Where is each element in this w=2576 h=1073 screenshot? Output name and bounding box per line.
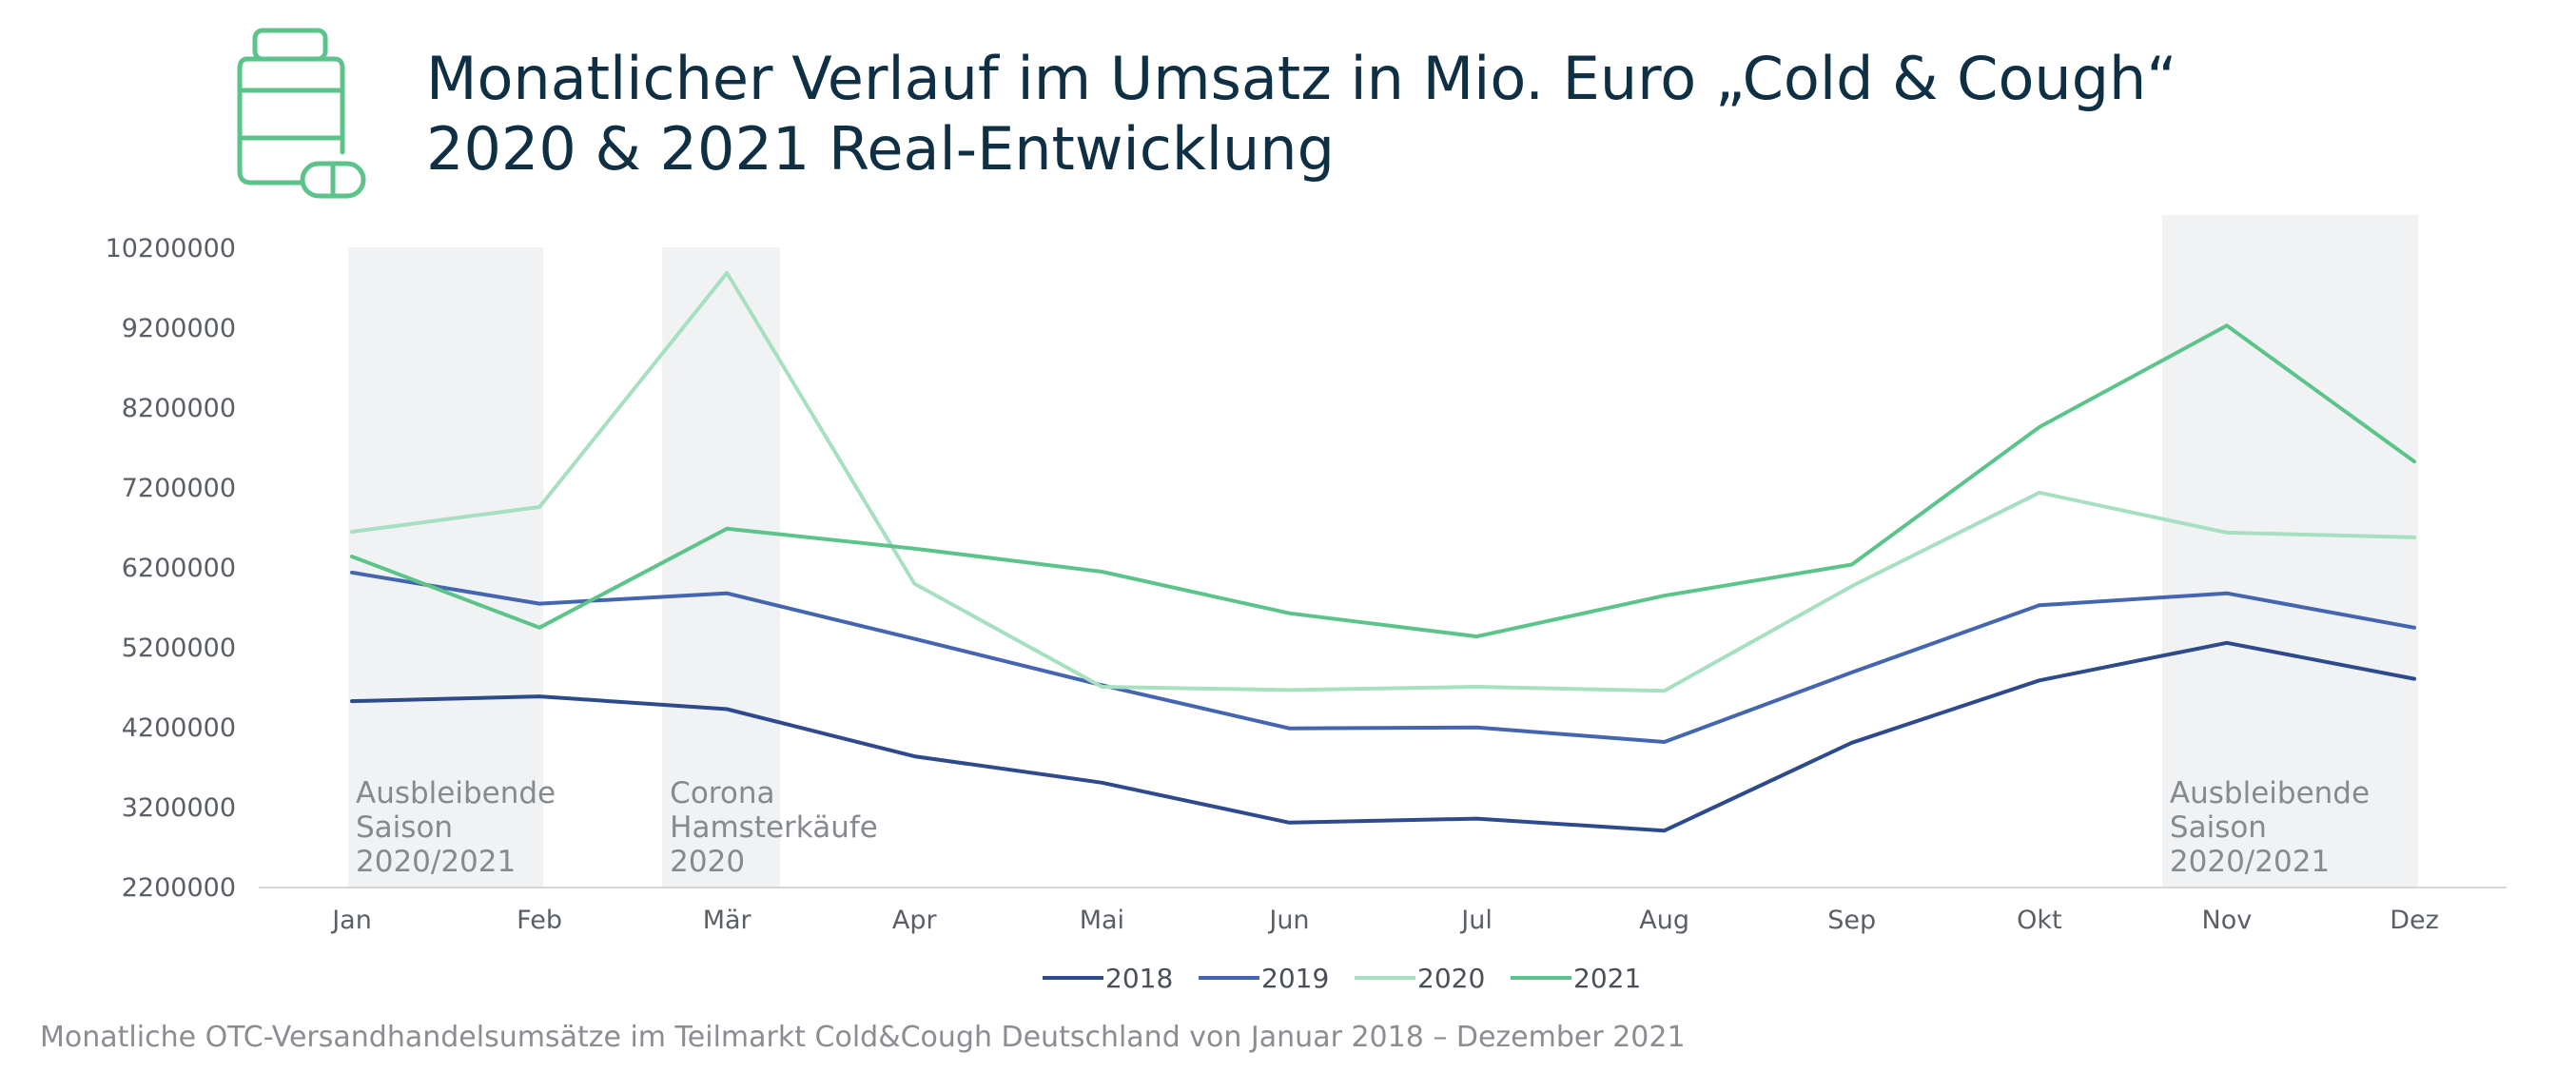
y-tick-label: 5200000 <box>122 634 236 663</box>
medicine-bottle-capsule-icon <box>237 28 366 199</box>
legend-label-2020: 2020 <box>1417 963 1485 994</box>
x-axis-ticks: Jan Feb Mär Apr Mai Jun Jul Aug Sep Okt Nov Dez <box>330 906 2439 935</box>
y-tick-label: 8200000 <box>122 394 236 423</box>
x-tick-label: Apr <box>892 906 938 935</box>
highlight-band-2 <box>662 247 781 887</box>
chart-caption: Monatliche OTC-Versandhandelsumsätze im … <box>40 1021 1686 1054</box>
y-tick-label: 4200000 <box>122 713 236 743</box>
chart-title-line-1: Monatlicher Verlauf im Umsatz in Mio. Eu… <box>426 44 2176 113</box>
y-tick-label: 10200000 <box>106 234 236 263</box>
legend: 2018 2019 2020 2021 <box>1043 963 1641 994</box>
annotation-3-line-3: 2020/2021 <box>2170 845 2330 879</box>
annotation-1-line-1: Ausbleibende <box>356 776 556 810</box>
y-tick-label: 2200000 <box>122 873 236 903</box>
annotation-2-line-3: 2020 <box>670 845 745 879</box>
series-line-2018 <box>350 640 2416 833</box>
chart-title-line-2: 2020 & 2021 Real-Entwicklung <box>426 114 1335 184</box>
x-tick-label: Dez <box>2390 906 2439 935</box>
series-line-2021 <box>350 323 2416 639</box>
annotation-3-line-2: Saison <box>2170 810 2267 845</box>
highlight-bands <box>348 215 2418 887</box>
x-tick-label: Okt <box>2017 906 2061 935</box>
highlight-band-3 <box>2161 215 2418 887</box>
annotation-2-line-1: Corona <box>670 776 774 810</box>
legend-label-2018: 2018 <box>1105 963 1173 994</box>
series-lines <box>350 270 2416 833</box>
annotation-3-line-1: Ausbleibende <box>2170 776 2370 810</box>
annotation-1-line-2: Saison <box>356 810 453 845</box>
legend-label-2021: 2021 <box>1573 963 1641 994</box>
x-tick-label: Jun <box>1267 906 1309 935</box>
x-tick-label: Jul <box>1459 906 1493 935</box>
annotation-2-line-2: Hamsterkäufe <box>670 810 878 845</box>
x-tick-label: Nov <box>2202 906 2253 935</box>
legend-label-2019: 2019 <box>1261 963 1329 994</box>
annotations: AusbleibendeSaison2020/2021CoronaHamster… <box>356 776 2370 879</box>
y-tick-label: 3200000 <box>122 793 236 823</box>
series-line-2019 <box>350 570 2416 744</box>
annotation-1-line-3: 2020/2021 <box>356 845 516 879</box>
y-tick-label: 9200000 <box>122 314 236 343</box>
x-tick-label: Jan <box>330 906 372 935</box>
y-tick-label: 7200000 <box>122 474 236 503</box>
x-tick-label: Sep <box>1827 906 1876 935</box>
x-tick-label: Mär <box>703 906 752 935</box>
x-tick-label: Aug <box>1639 906 1689 935</box>
x-tick-label: Feb <box>517 906 562 935</box>
series-line-2020 <box>350 270 2416 693</box>
y-tick-label: 6200000 <box>122 554 236 583</box>
x-tick-label: Mai <box>1080 906 1124 935</box>
y-axis-ticks: 10200000 9200000 8200000 7200000 6200000 5200… <box>106 234 236 903</box>
